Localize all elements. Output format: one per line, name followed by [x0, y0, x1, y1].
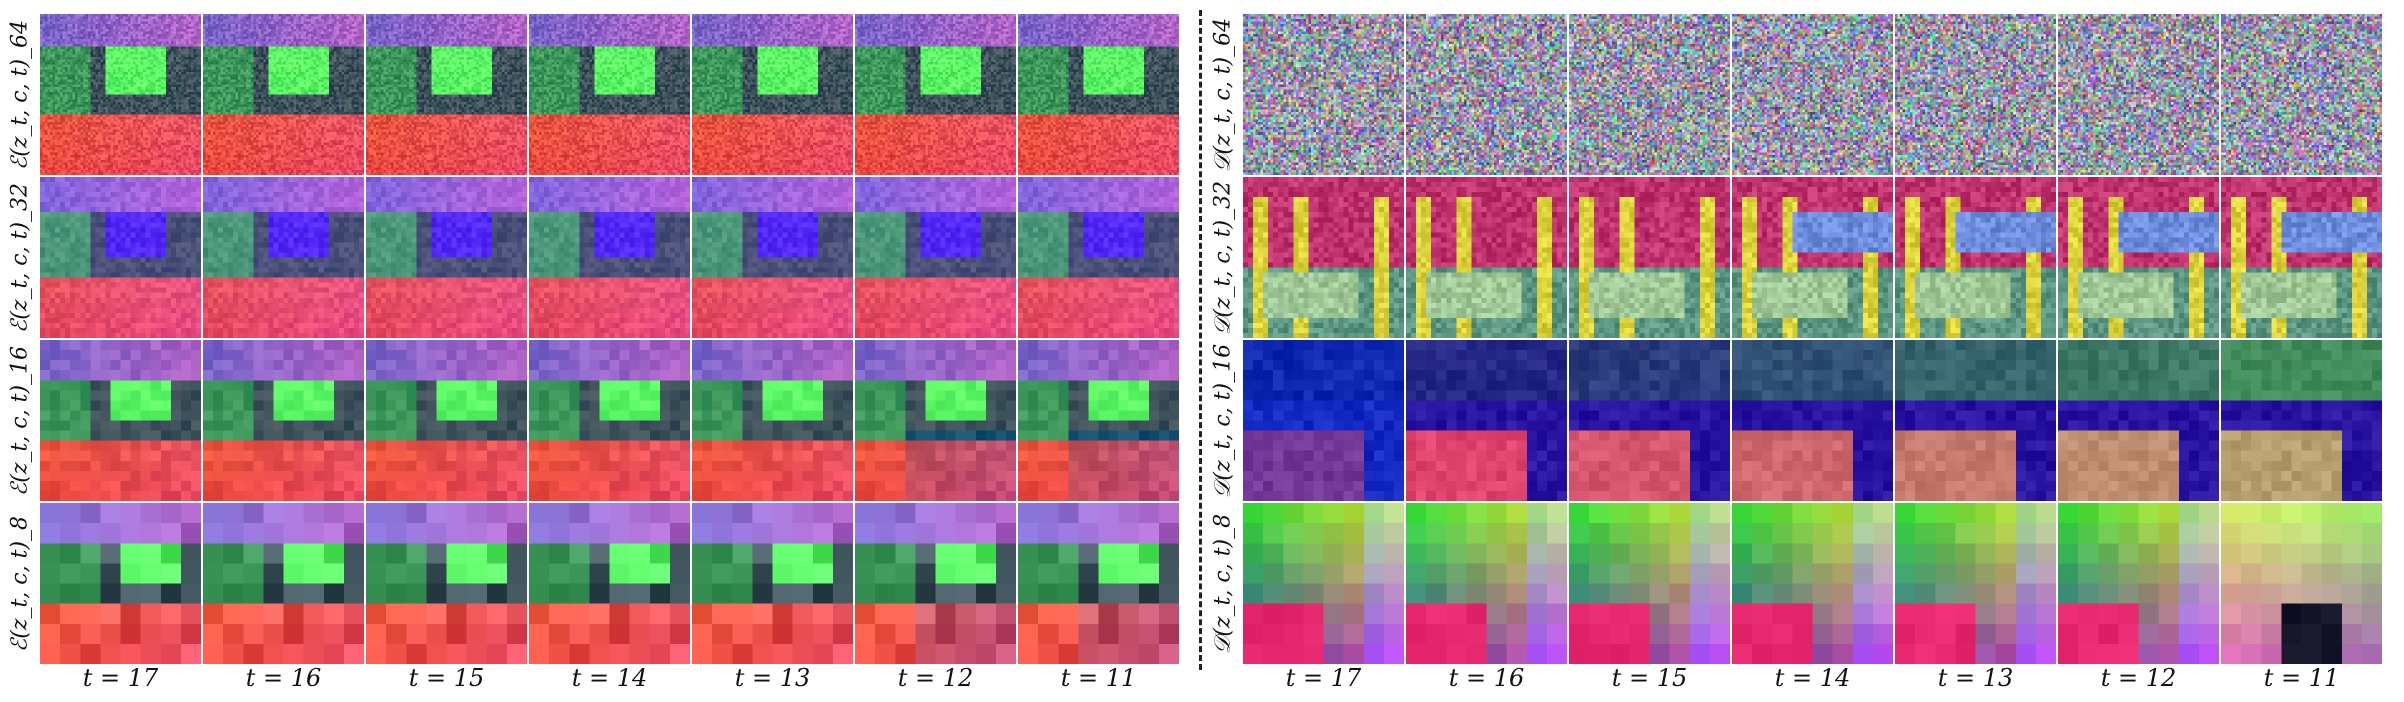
encoder-timestep-label: t = 11 [1018, 664, 1179, 692]
decoder-row-label-16: 𝒟(z_t, c, t)_16 [1203, 340, 1243, 501]
encoder-feature-map-64-t=15 [366, 14, 527, 175]
decoder-feature-map-32-t=17 [1243, 177, 1404, 338]
decoder-row-label-8: 𝒟(z_t, c, t)_8 [1203, 503, 1243, 664]
panel-divider [1199, 10, 1202, 670]
encoder-feature-map-64-t=12 [855, 14, 1016, 175]
decoder-feature-map-64-t=15 [1569, 14, 1730, 175]
encoder-feature-map-64-t=14 [529, 14, 690, 175]
encoder-feature-map-16-t=11 [1018, 340, 1179, 501]
decoder-feature-map-16-t=12 [2058, 340, 2219, 501]
decoder-row-label-64: 𝒟(z_t, c, t)_64 [1203, 14, 1243, 175]
encoder-feature-map-32-t=11 [1018, 177, 1179, 338]
decoder-feature-map-64-t=14 [1732, 14, 1893, 175]
decoder-feature-map-8-t=17 [1243, 503, 1404, 664]
encoder-feature-map-8-t=13 [692, 503, 853, 664]
encoder-timestep-label: t = 14 [529, 664, 690, 692]
decoder-feature-map-8-t=12 [2058, 503, 2219, 664]
encoder-feature-map-16-t=13 [692, 340, 853, 501]
decoder-feature-map-16-t=16 [1406, 340, 1567, 501]
encoder-row-label-32: ℰ(z_t, c, t)_32 [0, 177, 40, 338]
encoder-feature-map-8-t=11 [1018, 503, 1179, 664]
encoder-feature-map-64-t=13 [692, 14, 853, 175]
decoder-feature-map-32-t=12 [2058, 177, 2219, 338]
decoder-feature-map-16-t=14 [1732, 340, 1893, 501]
decoder-feature-map-16-t=17 [1243, 340, 1404, 501]
encoder-feature-map-8-t=14 [529, 503, 690, 664]
decoder-feature-map-32-t=16 [1406, 177, 1567, 338]
decoder-timestep-label: t = 11 [2221, 664, 2382, 692]
decoder-feature-map-8-t=11 [2221, 503, 2382, 664]
decoder-feature-map-8-t=15 [1569, 503, 1730, 664]
encoder-feature-map-16-t=15 [366, 340, 527, 501]
encoder-row-label-8: ℰ(z_t, c, t)_8 [0, 503, 40, 664]
decoder-feature-map-16-t=11 [2221, 340, 2382, 501]
decoder-feature-map-64-t=16 [1406, 14, 1567, 175]
encoder-row-label-16: ℰ(z_t, c, t)_16 [0, 340, 40, 501]
decoder-feature-map-32-t=14 [1732, 177, 1893, 338]
encoder-feature-map-8-t=15 [366, 503, 527, 664]
encoder-feature-map-64-t=11 [1018, 14, 1179, 175]
encoder-timestep-label: t = 13 [692, 664, 853, 692]
encoder-row-label-64: ℰ(z_t, c, t)_64 [0, 14, 40, 175]
decoder-feature-map-64-t=17 [1243, 14, 1404, 175]
encoder-feature-map-32-t=17 [40, 177, 201, 338]
encoder-feature-map-32-t=13 [692, 177, 853, 338]
encoder-feature-map-8-t=12 [855, 503, 1016, 664]
encoder-feature-map-8-t=17 [40, 503, 201, 664]
decoder-feature-map-64-t=12 [2058, 14, 2219, 175]
encoder-feature-map-16-t=17 [40, 340, 201, 501]
decoder-timestep-label: t = 14 [1732, 664, 1893, 692]
decoder-feature-map-16-t=13 [1895, 340, 2056, 501]
decoder-timestep-label: t = 15 [1569, 664, 1730, 692]
decoder-feature-map-8-t=13 [1895, 503, 2056, 664]
decoder-feature-map-32-t=11 [2221, 177, 2382, 338]
decoder-timestep-label: t = 13 [1895, 664, 2056, 692]
encoder-timestep-label: t = 17 [40, 664, 201, 692]
encoder-feature-map-64-t=16 [203, 14, 364, 175]
decoder-feature-map-8-t=16 [1406, 503, 1567, 664]
decoder-feature-map-32-t=15 [1569, 177, 1730, 338]
decoder-timestep-label: t = 12 [2058, 664, 2219, 692]
decoder-timestep-label: t = 16 [1406, 664, 1567, 692]
decoder-feature-map-8-t=14 [1732, 503, 1893, 664]
encoder-timestep-label: t = 15 [366, 664, 527, 692]
encoder-feature-map-16-t=12 [855, 340, 1016, 501]
decoder-timestep-label: t = 17 [1243, 664, 1404, 692]
encoder-feature-map-32-t=16 [203, 177, 364, 338]
decoder-feature-map-32-t=13 [1895, 177, 2056, 338]
encoder-timestep-label: t = 12 [855, 664, 1016, 692]
decoder-feature-map-64-t=11 [2221, 14, 2382, 175]
encoder-timestep-label: t = 16 [203, 664, 364, 692]
encoder-feature-map-32-t=14 [529, 177, 690, 338]
decoder-row-label-32: 𝒟(z_t, c, t)_32 [1203, 177, 1243, 338]
encoder-feature-map-16-t=14 [529, 340, 690, 501]
decoder-feature-map-64-t=13 [1895, 14, 2056, 175]
encoder-feature-map-32-t=15 [366, 177, 527, 338]
encoder-feature-map-8-t=16 [203, 503, 364, 664]
encoder-feature-map-16-t=16 [203, 340, 364, 501]
encoder-feature-map-64-t=17 [40, 14, 201, 175]
encoder-feature-map-32-t=12 [855, 177, 1016, 338]
decoder-feature-map-16-t=15 [1569, 340, 1730, 501]
